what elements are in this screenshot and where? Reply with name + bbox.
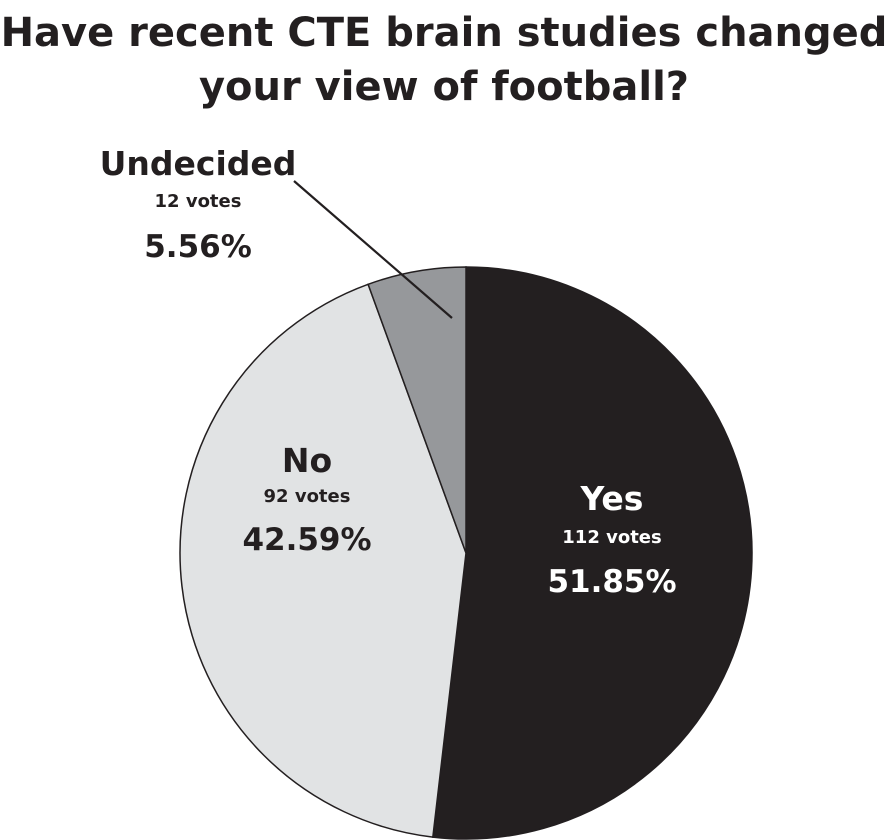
slice-name-undecided: Undecided (100, 144, 297, 183)
pie-slice-yes (431, 266, 753, 840)
pie-slice-undecided (367, 266, 467, 554)
slice-votes-yes: 112 votes (562, 527, 661, 548)
slice-label-no: No 92 votes 42.59% (242, 441, 371, 558)
slice-label-undecided: Undecided 12 votes 5.56% (100, 144, 297, 265)
slice-percent-undecided: 5.56% (144, 229, 252, 265)
slice-name-no: No (282, 441, 332, 480)
slice-votes-undecided: 12 votes (155, 191, 242, 212)
slice-label-yes: Yes 112 votes 51.85% (547, 479, 676, 600)
slice-votes-no: 92 votes (264, 486, 351, 507)
pie-slice-no (179, 283, 467, 838)
slice-percent-yes: 51.85% (547, 564, 676, 600)
chart-title-line-2: your view of football? (199, 64, 689, 110)
pie-slices (179, 266, 753, 840)
slice-percent-no: 42.59% (242, 522, 371, 558)
undecided-leader-line (293, 180, 453, 319)
slice-name-yes: Yes (580, 479, 644, 518)
chart-title-line-1: Have recent CTE brain studies changed (1, 10, 888, 56)
